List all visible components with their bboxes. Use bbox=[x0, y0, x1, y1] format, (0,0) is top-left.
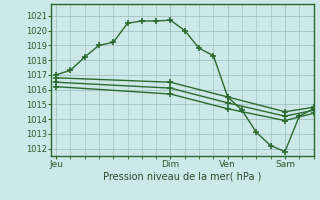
X-axis label: Pression niveau de la mer( hPa ): Pression niveau de la mer( hPa ) bbox=[103, 172, 261, 182]
